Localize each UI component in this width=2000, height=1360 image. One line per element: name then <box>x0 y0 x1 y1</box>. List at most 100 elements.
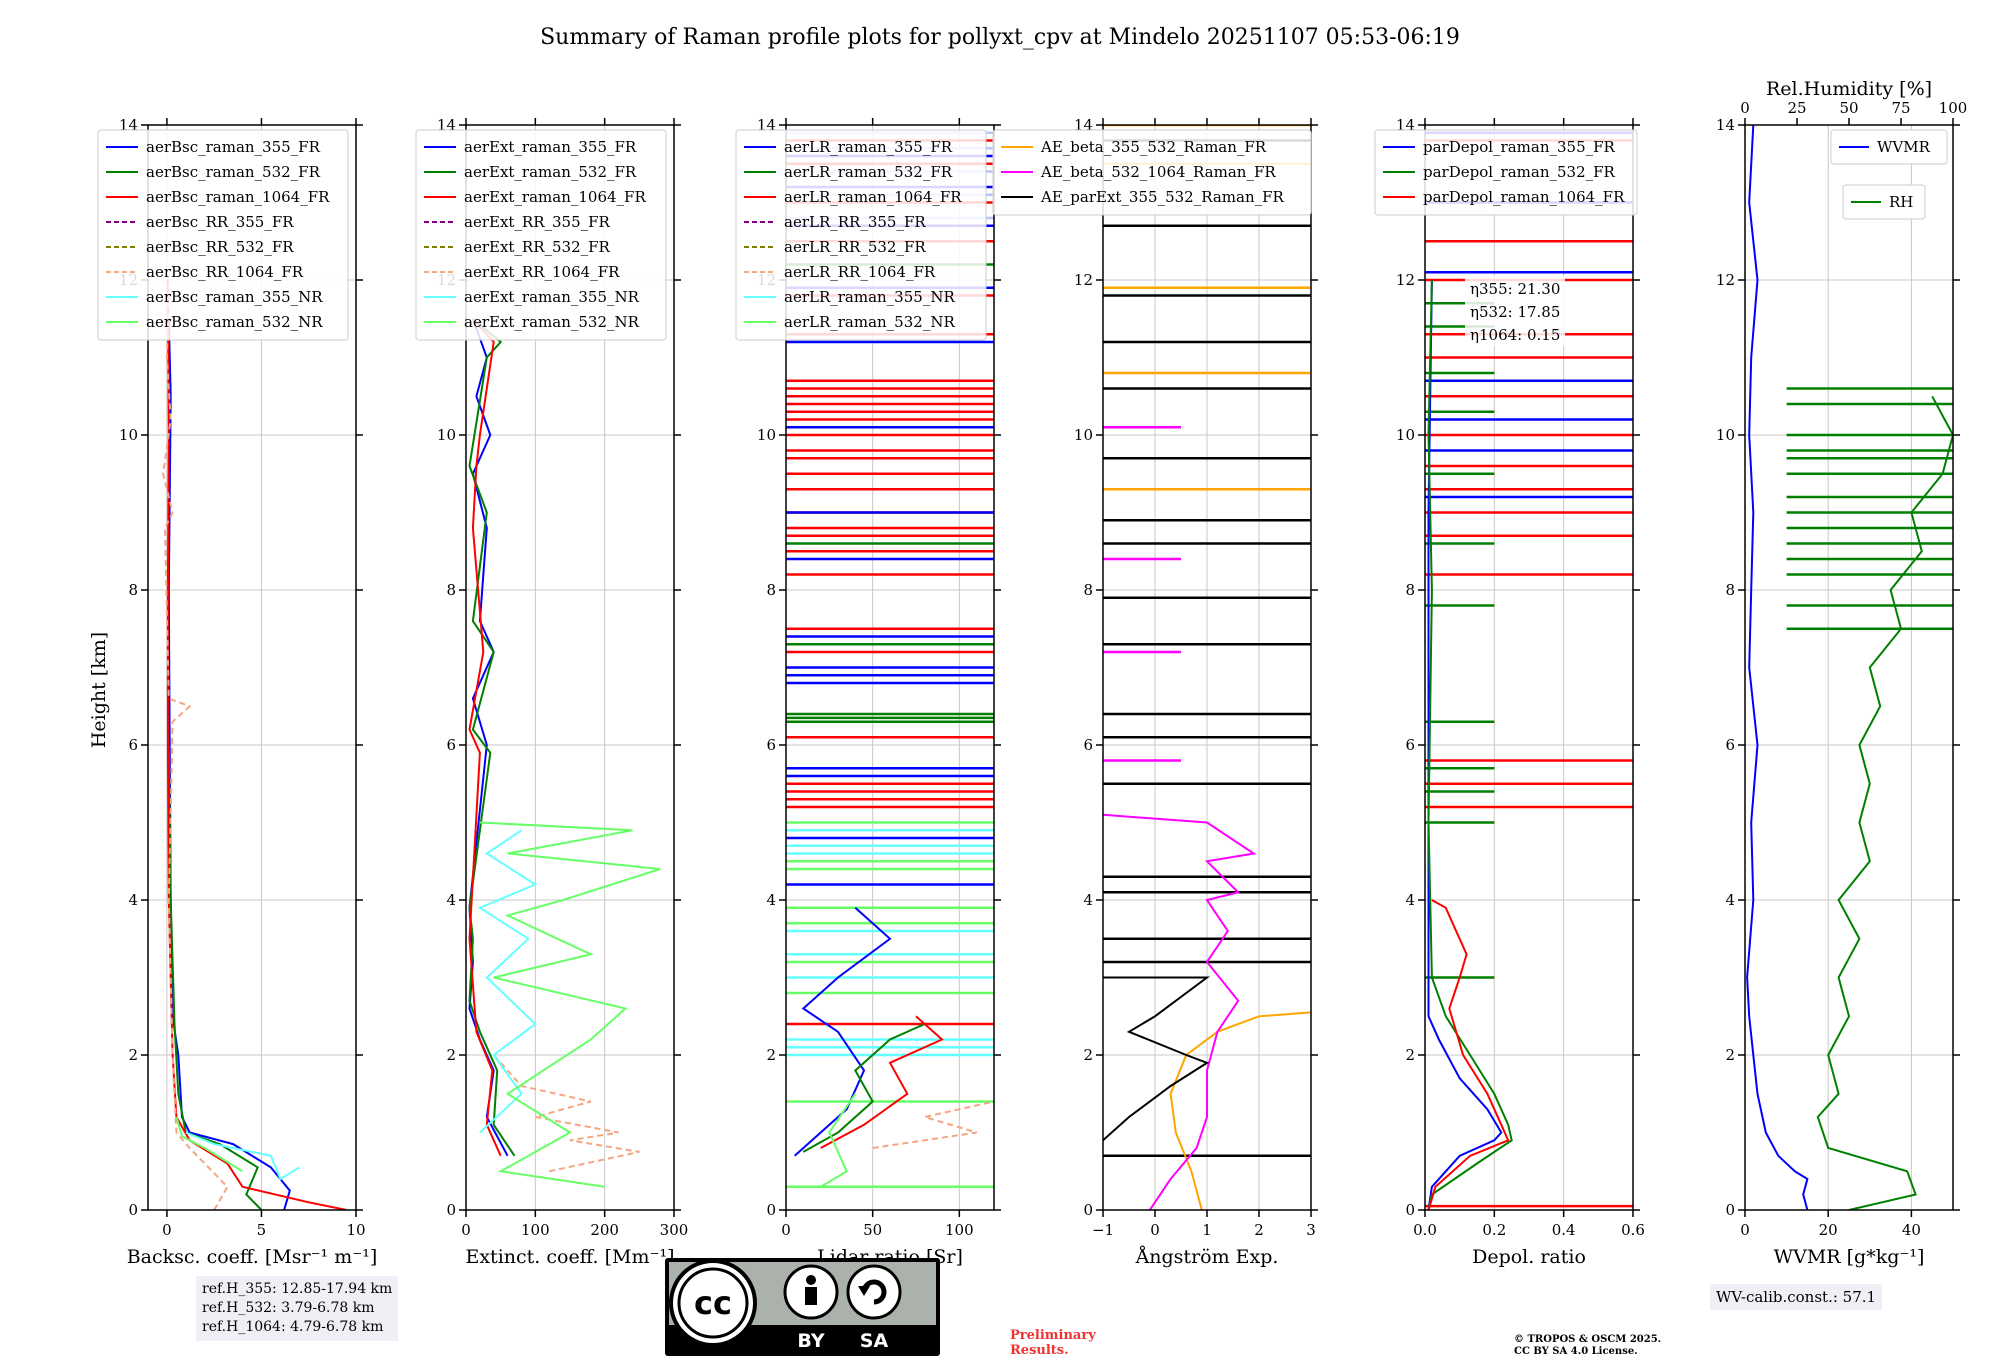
series-aerBsc_raman_532_NR <box>175 1116 244 1173</box>
legend-label: aerBsc_raman_355_NR <box>146 288 323 306</box>
x-tick-label: 0.2 <box>1482 1221 1506 1239</box>
plot-area-ae <box>1103 125 1311 1210</box>
legend-label: parDepol_raman_355_FR <box>1423 138 1616 156</box>
y-tick-label: 12 <box>1074 271 1093 289</box>
preliminary-line-2: Results. <box>1010 1343 1069 1358</box>
legend-label: aerLR_RR_532_FR <box>784 238 926 256</box>
top-x-tick-label: 75 <box>1891 99 1910 117</box>
y-tick-label: 6 <box>1725 736 1735 754</box>
eta-annotation: η532: 17.85 <box>1470 303 1560 321</box>
legend-label: AE_parExt_355_532_Raman_FR <box>1040 188 1285 206</box>
y-axis-label: Height [km] <box>88 632 110 748</box>
y-tick-label: 2 <box>1083 1046 1093 1064</box>
legend-ext: aerExt_raman_355_FR aerExt_raman_532_FRae… <box>415 129 667 341</box>
legend-label: aerBsc_raman_1064_FR <box>146 188 330 206</box>
x-tick-label: 0 <box>1150 1221 1160 1239</box>
y-tick-label: 10 <box>1396 426 1415 444</box>
x-tick-label: 0.4 <box>1552 1221 1576 1239</box>
series-aerExt_raman_355_FR <box>468 318 509 1157</box>
y-tick-label: 2 <box>766 1046 776 1064</box>
y-tick-label: 4 <box>1083 891 1093 909</box>
legend-label: aerExt_raman_532_NR <box>464 313 640 331</box>
legend-bsc: aerBsc_raman_355_FR aerBsc_raman_532_FRae… <box>97 129 349 341</box>
legend-label: AE_beta_532_1064_Raman_FR <box>1040 163 1276 181</box>
y-tick-label: 4 <box>128 891 138 909</box>
y-tick-label: 14 <box>1716 116 1735 134</box>
legend-dep: parDepol_raman_355_FR parDepol_raman_532_… <box>1374 129 1638 216</box>
ref-h-532: ref.H_532: 3.79-6.78 km <box>202 1300 375 1316</box>
series-aerLR_raman_1064_FR <box>820 1015 944 1149</box>
y-tick-label: 6 <box>766 736 776 754</box>
legend-label: aerExt_RR_355_FR <box>464 213 611 231</box>
y-tick-label: 10 <box>437 426 456 444</box>
axes-frame <box>147 124 357 1211</box>
legend-box <box>1830 129 1948 165</box>
y-tick-label: 2 <box>128 1046 138 1064</box>
plot-area-bsc <box>162 279 347 1210</box>
legend-label: aerExt_raman_1064_FR <box>464 188 646 206</box>
y-tick-label: 6 <box>1083 736 1093 754</box>
legend-label: parDepol_raman_1064_FR <box>1423 188 1625 206</box>
panel-wv: 0 2 4 6 8 10 12 14 0 20 40 WVMR [g*kg⁻¹] 0 25 50 75 100 R… <box>1716 78 1967 1268</box>
by-label: BY <box>797 1330 824 1352</box>
series-aerLR_raman_532_FR <box>802 1023 926 1153</box>
legend-label: aerExt_raman_355_FR <box>464 138 637 156</box>
y-tick-label: 4 <box>1725 891 1735 909</box>
series-aerBsc_raman_355_NR <box>185 1131 300 1181</box>
legend-label: aerLR_raman_532_FR <box>784 163 953 181</box>
plot-area-wv <box>1746 125 1953 1210</box>
panel-ext: 024681012140100200300Extinct. coeff. [Mm… <box>415 116 688 1268</box>
y-tick-label: 4 <box>766 891 776 909</box>
cc-logo-text: cc <box>694 1284 732 1322</box>
x-tick-label: 10 <box>346 1221 365 1239</box>
eta-annotation: η1064: 0.15 <box>1470 326 1560 344</box>
eta-annotation: η355: 21.30 <box>1470 280 1560 298</box>
series-aerBsc_raman_1064_FR <box>166 279 347 1210</box>
y-tick-label: 2 <box>1405 1046 1415 1064</box>
x-tick-label: 0 <box>1740 1221 1750 1239</box>
x-axis-label-bsc: Backsc. coeff. [Msr⁻¹ m⁻¹] <box>127 1246 378 1268</box>
annotation-box <box>1465 276 1565 347</box>
series-parDepol_raman_1064_FR <box>1427 899 1510 1210</box>
legend-label: aerLR_raman_355_NR <box>784 288 955 306</box>
y-tick-label: 6 <box>446 736 456 754</box>
series-aerLR_raman_532_NR <box>820 1093 857 1188</box>
series-aerExt_raman_1064_FR <box>468 318 502 1157</box>
preliminary-note: Preliminary Results. <box>1010 1328 1096 1358</box>
legend-label: AE_beta_355_532_Raman_FR <box>1040 138 1267 156</box>
copyright-note: © TROPOS & OSCM 2025. CC BY SA 4.0 Licen… <box>1514 1334 1661 1358</box>
series-aerExt_RR_1064_FR <box>492 1054 640 1173</box>
legend-label: aerExt_raman_532_FR <box>464 163 637 181</box>
legend-label: RH <box>1889 193 1913 211</box>
top-x-axis-label: Rel.Humidity [%] <box>1766 78 1932 100</box>
legend-label: parDepol_raman_532_FR <box>1423 163 1616 181</box>
y-tick-label: 4 <box>1405 891 1415 909</box>
axes-frame <box>465 124 675 1211</box>
panel-bsc: 024681012140510Backsc. coeff. [Msr⁻¹ m⁻¹… <box>97 116 378 1268</box>
top-x-tick-label: 50 <box>1839 99 1858 117</box>
series-WVMR <box>1746 125 1809 1210</box>
top-x-tick-label: 25 <box>1787 99 1806 117</box>
series-RH <box>1816 395 1953 1210</box>
legend-box <box>992 129 1312 216</box>
y-tick-label: 4 <box>446 891 456 909</box>
cc-license-badge: cc BY SA <box>665 1258 940 1360</box>
series-aerExt_raman_532_NR <box>479 821 661 1188</box>
series-aerBsc_RR_1064_FR <box>162 279 229 1210</box>
y-tick-label: 6 <box>1405 736 1415 754</box>
y-tick-label: 0 <box>766 1201 776 1219</box>
series-aerExt_raman_355_NR <box>477 829 538 1134</box>
x-tick-label: 2 <box>1254 1221 1264 1239</box>
legend-label: aerBsc_RR_1064_FR <box>146 263 304 281</box>
axes-frame <box>785 124 995 1211</box>
series-parDepol_raman_355_FR <box>1427 279 1503 1210</box>
y-tick-label: 8 <box>446 581 456 599</box>
x-tick-label: 1 <box>1202 1221 1212 1239</box>
series-aerBsc_raman_355_FR <box>167 318 291 1210</box>
x-tick-label: 3 <box>1306 1221 1316 1239</box>
legend-label: aerBsc_raman_532_NR <box>146 313 323 331</box>
y-tick-label: 0 <box>1083 1201 1093 1219</box>
top-x-tick-label: 100 <box>1939 99 1968 117</box>
y-tick-label: 8 <box>1083 581 1093 599</box>
